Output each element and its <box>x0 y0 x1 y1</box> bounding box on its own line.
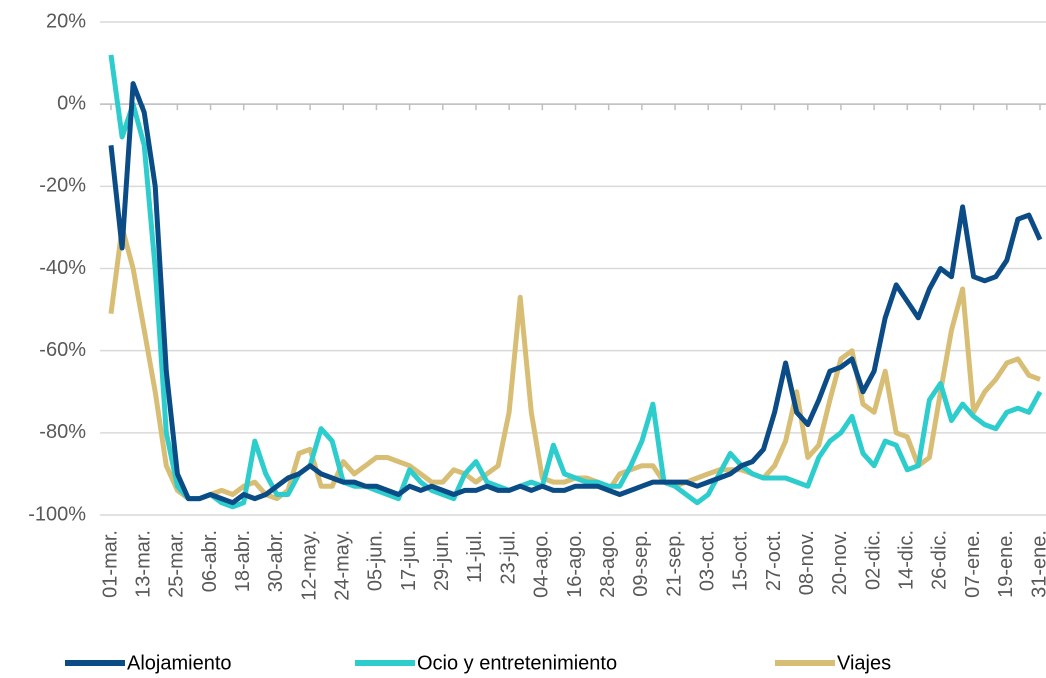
x-tick-label: 13-mar. <box>132 530 154 598</box>
x-tick-label: 24-may. <box>332 530 354 601</box>
x-tick-label: 12-may. <box>298 530 320 601</box>
x-tick-label: 07-ene. <box>962 530 984 598</box>
y-tick-label: 0% <box>57 92 86 114</box>
legend-label: Alojamiento <box>127 652 232 674</box>
x-tick-label: 26-dic. <box>929 530 951 590</box>
y-tick-label: -20% <box>39 175 86 197</box>
legend-label: Ocio y entretenimiento <box>417 652 617 674</box>
x-tick-label: 06-abr. <box>199 530 221 592</box>
x-tick-label: 30-abr. <box>265 530 287 592</box>
x-tick-label: 21-sep. <box>663 530 685 597</box>
x-tick-label: 03-oct. <box>696 530 718 591</box>
y-tick-label: -80% <box>39 421 86 443</box>
x-tick-label: 27-oct. <box>763 530 785 591</box>
x-tick-label: 16-ago. <box>564 530 586 598</box>
x-tick-label: 09-sep. <box>630 530 652 597</box>
series-line <box>108 81 1043 506</box>
x-tick-label: 25-mar. <box>166 530 188 598</box>
x-tick-label: 01-mar. <box>99 530 121 598</box>
x-tick-label: 28-ago. <box>597 530 619 598</box>
x-tick-label: 14-dic. <box>896 530 918 590</box>
x-tick-label: 15-oct. <box>730 530 752 591</box>
y-tick-label: -60% <box>39 339 86 361</box>
y-tick-label: 20% <box>46 10 86 32</box>
x-tick-label: 02-dic. <box>862 530 884 590</box>
x-tick-label: 29-jun. <box>431 530 453 591</box>
legend-label: Viajes <box>837 652 891 674</box>
x-tick-label: 04-ago. <box>531 530 553 598</box>
x-tick-label: 23-jul. <box>497 530 519 584</box>
x-tick-label: 17-jun. <box>398 530 420 591</box>
series-line <box>108 54 1043 510</box>
x-tick-label: 19-ene. <box>995 530 1017 598</box>
x-tick-label: 31-ene. <box>1028 530 1046 598</box>
y-tick-label: -100% <box>28 503 86 525</box>
x-tick-label: 08-nov. <box>796 530 818 595</box>
x-tick-label: 18-abr. <box>232 530 254 592</box>
x-tick-label: 05-jun. <box>365 530 387 591</box>
x-tick-label: 20-nov. <box>829 530 851 595</box>
x-tick-label: 11-jul. <box>464 530 486 583</box>
y-tick-label: -40% <box>39 257 86 279</box>
